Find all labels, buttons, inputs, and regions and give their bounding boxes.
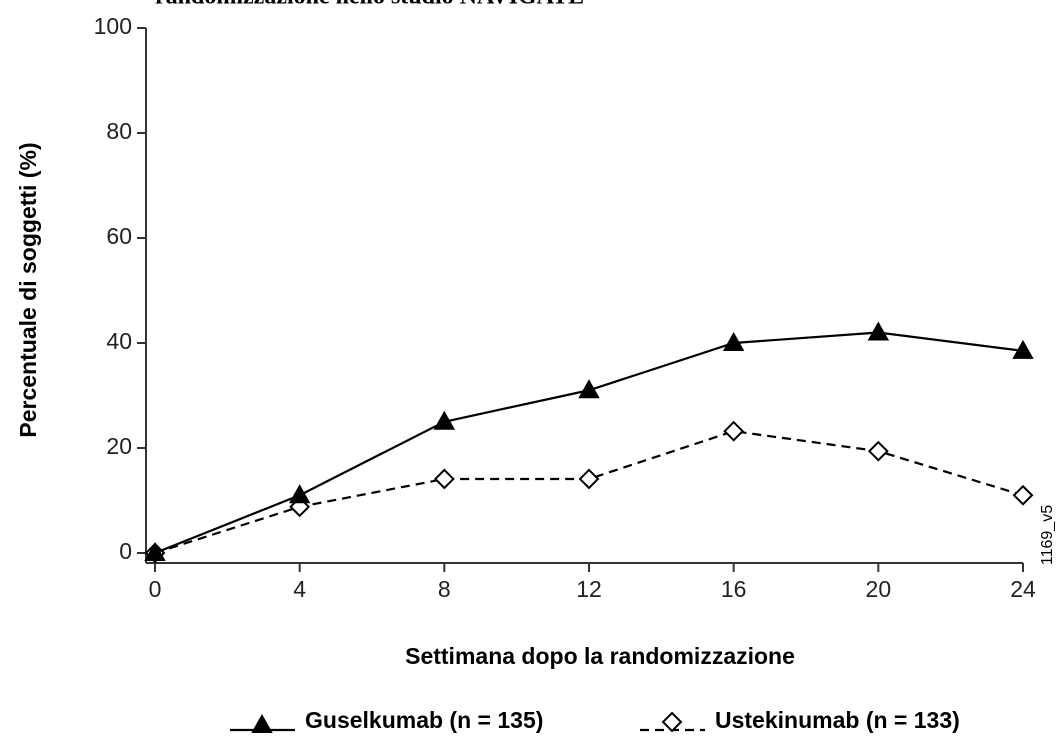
data-point	[433, 410, 456, 430]
x-tick-label: 8	[438, 576, 451, 602]
data-point	[1012, 339, 1034, 359]
legend-marker	[661, 711, 683, 733]
annotation: 1169_v5	[1039, 505, 1056, 565]
x-tick-label: 20	[866, 576, 892, 602]
x-axis-label: Settimana dopo la randomizzazione	[405, 643, 795, 669]
legend-label: Guselkumab (n = 135)	[305, 707, 543, 733]
data-point	[723, 420, 745, 442]
data-point	[867, 440, 889, 462]
data-point	[433, 468, 455, 490]
data-point	[578, 379, 600, 399]
x-tick-label: 12	[576, 576, 602, 602]
y-tick-label: 80	[106, 118, 132, 144]
legend-label: Ustekinumab (n = 133)	[715, 707, 960, 733]
x-tick-label: 16	[721, 576, 747, 602]
legend-marker	[251, 713, 273, 733]
x-tick-label: 4	[293, 576, 306, 602]
chart-title: randomizzazione nello studio NAVIGATE	[155, 0, 584, 10]
y-tick-label: 0	[119, 538, 132, 564]
data-point	[144, 541, 166, 561]
y-tick-label: 40	[106, 328, 132, 354]
data-point	[1012, 484, 1034, 506]
series-line	[154, 331, 1024, 555]
y-tick-label: 100	[94, 13, 132, 39]
series-line	[154, 430, 1024, 555]
x-tick-label: 0	[149, 576, 162, 602]
y-axis-label: Percentuale di soggetti (%)	[15, 142, 41, 437]
y-tick-label: 60	[106, 223, 132, 249]
data-point	[722, 331, 745, 351]
data-point	[288, 484, 311, 504]
x-tick-label: 24	[1010, 576, 1036, 602]
data-point	[578, 468, 600, 490]
y-tick-label: 20	[106, 433, 132, 459]
data-point	[867, 321, 890, 341]
